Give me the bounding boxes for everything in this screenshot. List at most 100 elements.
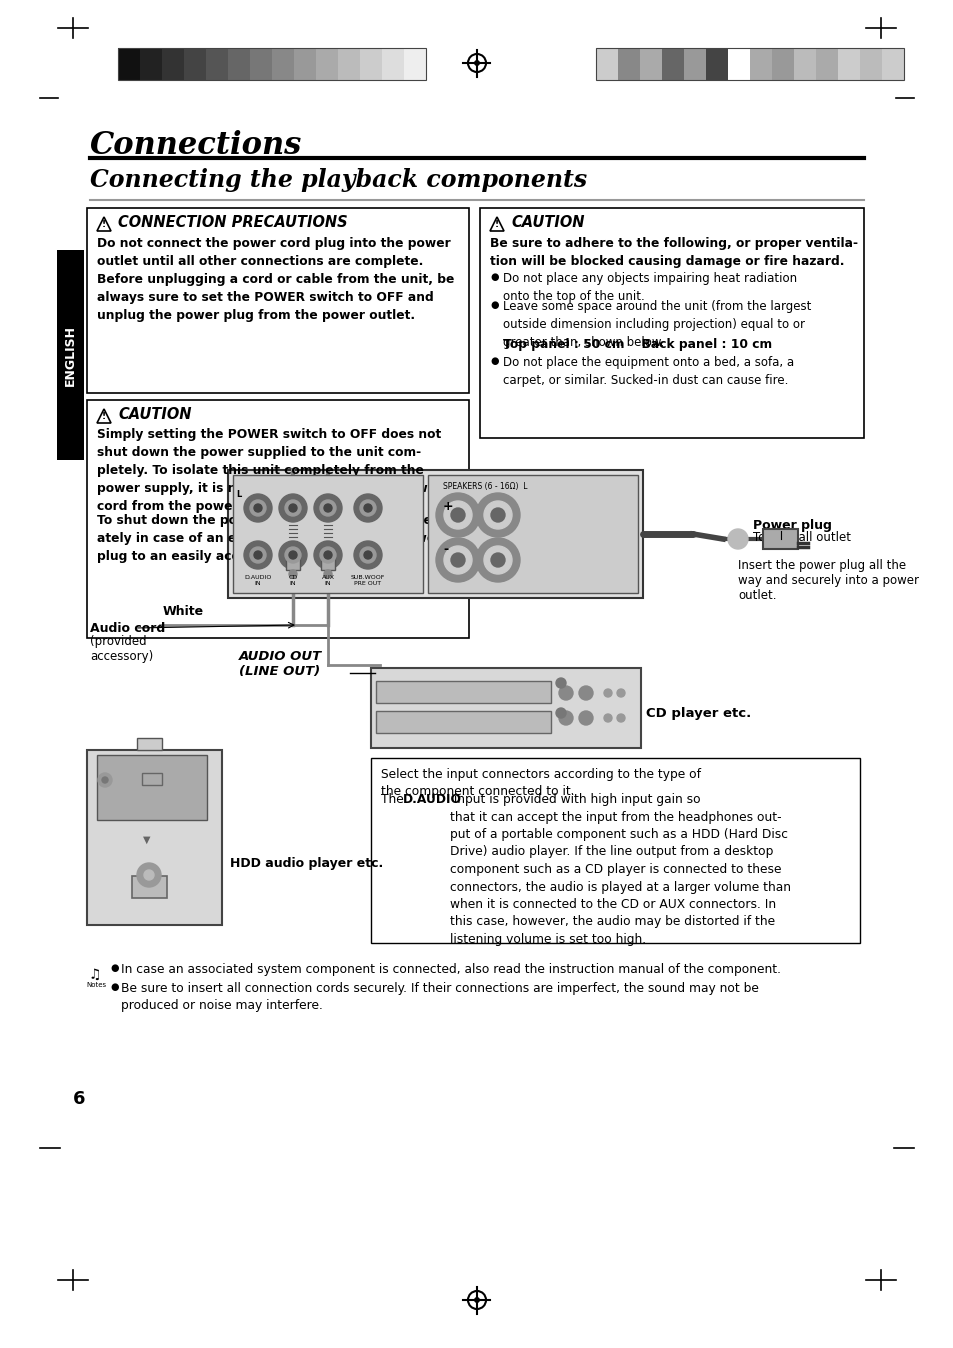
Bar [228,49,250,80]
Bar [97,755,207,820]
Circle shape [476,493,519,537]
Circle shape [617,714,624,723]
Text: SPEAKERS (6 - 16Ω)  L: SPEAKERS (6 - 16Ω) L [442,483,527,491]
Circle shape [250,500,266,516]
Bar [206,49,228,80]
Circle shape [324,570,332,578]
Circle shape [359,500,375,516]
Circle shape [556,708,565,718]
Text: Connections: Connections [90,129,302,160]
Bar [749,49,771,80]
Bar [428,474,638,593]
Text: Connecting the playback components: Connecting the playback components [90,168,586,191]
Bar [596,49,618,80]
Bar [87,400,469,638]
Text: L: L [235,491,241,499]
Circle shape [436,493,479,537]
Text: ●: ● [490,272,498,282]
Bar [228,470,642,599]
Bar [596,49,903,80]
Bar [639,49,661,80]
Circle shape [483,501,512,528]
Text: Leave some space around the unit (from the largest
outside dimension including p: Leave some space around the unit (from t… [502,301,810,349]
Text: AUDIO OUT
(LINE OUT): AUDIO OUT (LINE OUT) [238,650,321,678]
Circle shape [278,541,307,569]
Text: CONNECTION PRECAUTIONS: CONNECTION PRECAUTIONS [118,214,347,231]
Bar [118,49,140,80]
Text: The: The [380,793,407,806]
Circle shape [443,501,472,528]
Bar [815,49,837,80]
Text: ♫: ♫ [88,968,100,981]
Bar [882,49,903,80]
Circle shape [603,689,612,697]
Circle shape [244,493,272,522]
Text: Be sure to adhere to the following, or proper ventila-
tion will be blocked caus: Be sure to adhere to the following, or p… [490,237,857,268]
Circle shape [102,776,108,783]
Bar [233,474,422,593]
Bar [118,49,426,80]
Text: CAUTION: CAUTION [118,407,192,422]
Circle shape [253,551,262,559]
Text: ENGLISH: ENGLISH [64,325,77,386]
Circle shape [278,493,307,522]
Circle shape [354,493,381,522]
Circle shape [253,504,262,512]
Bar [162,49,184,80]
Circle shape [244,541,272,569]
Bar [371,758,859,944]
Bar [375,681,551,704]
Circle shape [364,504,372,512]
Circle shape [476,538,519,582]
Circle shape [80,958,110,988]
Text: CD
IN: CD IN [288,576,297,586]
Circle shape [250,547,266,563]
Text: White: White [163,605,204,617]
Circle shape [285,500,301,516]
Text: D.AUDIO: D.AUDIO [402,793,461,806]
Circle shape [289,551,296,559]
Text: SUB.WOOF
PRE OUT: SUB.WOOF PRE OUT [351,576,385,586]
Text: ●: ● [110,981,118,992]
Bar [727,49,749,80]
Bar [762,528,797,549]
Circle shape [603,714,612,723]
Circle shape [556,678,565,687]
Bar [137,737,162,749]
Text: +: + [442,500,453,514]
Bar [184,49,206,80]
Circle shape [491,553,504,568]
Circle shape [451,553,464,568]
Bar [359,49,381,80]
Text: Do not connect the power cord plug into the power
outlet until all other connect: Do not connect the power cord plug into … [97,237,454,322]
Text: ▼: ▼ [143,834,151,845]
Circle shape [483,546,512,574]
Circle shape [285,547,301,563]
Circle shape [314,541,341,569]
Text: 6: 6 [73,1091,86,1108]
Text: -: - [442,543,448,555]
Text: Simply setting the POWER switch to OFF does not
shut down the power supplied to : Simply setting the POWER switch to OFF d… [97,429,442,514]
Text: Do not place any objects impairing heat radiation
onto the top of the unit.: Do not place any objects impairing heat … [502,272,797,303]
Circle shape [443,546,472,574]
Bar [661,49,683,80]
Bar [294,49,315,80]
Text: !: ! [102,412,106,421]
Bar [859,49,882,80]
Text: (provided
accessory): (provided accessory) [90,635,153,663]
Text: D.AUDIO
IN: D.AUDIO IN [244,576,272,586]
Circle shape [558,710,573,725]
Bar [403,49,426,80]
Text: To AC wall outlet: To AC wall outlet [752,531,850,545]
Bar [315,49,337,80]
Circle shape [451,508,464,522]
Circle shape [364,551,372,559]
Bar [479,208,863,438]
Bar [286,550,299,570]
Text: Do not place the equipment onto a bed, a sofa, a
carpet, or similar. Sucked-in d: Do not place the equipment onto a bed, a… [502,356,793,387]
Bar [375,710,551,733]
Circle shape [144,869,153,880]
Circle shape [475,1298,478,1302]
Circle shape [319,547,335,563]
Circle shape [578,686,593,700]
